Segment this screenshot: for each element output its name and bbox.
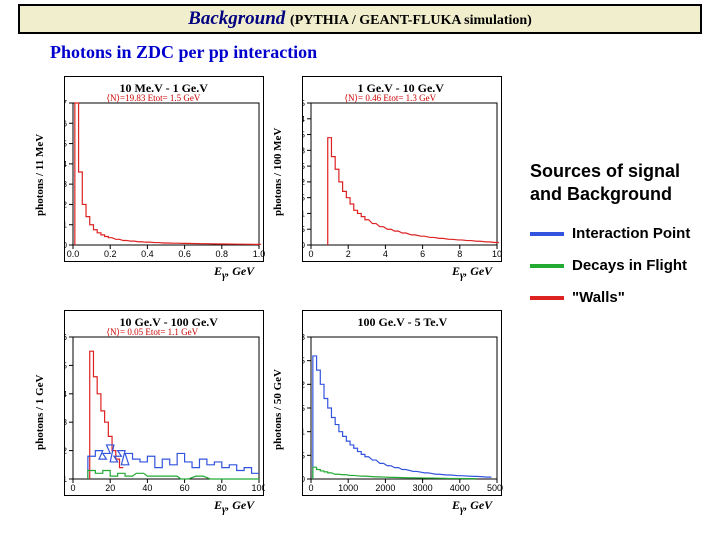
subtitle: Photons in ZDC per pp interaction [50, 42, 317, 63]
legend-swatch [530, 232, 564, 236]
svg-text:7: 7 [65, 99, 68, 108]
svg-text:3000: 3000 [413, 483, 433, 493]
plot-stat: ⟨N⟩= 0.46 Etot= 1.3 GeV [344, 93, 436, 104]
svg-text:6: 6 [65, 119, 68, 128]
svg-text:0.045: 0.045 [303, 99, 306, 108]
legend-title: Sources of signal and Background [530, 160, 710, 205]
legend-label: "Walls" [572, 289, 625, 307]
legend-row: Interaction Point [530, 225, 710, 243]
plot-stat: ⟨N⟩= 0.05 Etot= 1.1 GeV [106, 327, 198, 338]
chart-p0: 0.00.20.40.60.81.00123456710 Me.V - 1 Ge… [64, 76, 264, 262]
svg-text:0.2: 0.2 [104, 249, 117, 259]
title-banner: Background (PYTHIA / GEANT-FLUKA simulat… [18, 4, 702, 34]
svg-text:0.006: 0.006 [65, 333, 68, 342]
svg-text:100: 100 [251, 483, 265, 493]
svg-text:0.04: 0.04 [303, 115, 306, 124]
svg-text:10: 10 [492, 249, 502, 259]
svg-text:0.003: 0.003 [65, 418, 68, 427]
svg-text:80: 80 [217, 483, 227, 493]
svg-text:0: 0 [303, 475, 306, 484]
svg-text:0: 0 [308, 483, 313, 493]
svg-text:0: 0 [70, 483, 75, 493]
legend-label: Interaction Point [572, 225, 690, 243]
legend-label: Decays in Flight [572, 257, 687, 275]
legend-row: Decays in Flight [530, 257, 710, 275]
svg-text:0: 0 [303, 241, 306, 250]
svg-text:0.001: 0.001 [65, 475, 68, 484]
banner-main: Background [188, 8, 290, 29]
svg-text:0.005: 0.005 [303, 451, 306, 460]
svg-text:4: 4 [383, 249, 388, 259]
svg-text:0: 0 [308, 249, 313, 259]
svg-text:0.015: 0.015 [303, 404, 306, 413]
x-axis-label: Eγ, GeV [214, 264, 254, 281]
plot-title: 100 Ge.V - 5 Te.V [358, 315, 448, 330]
svg-text:0.01: 0.01 [303, 428, 306, 437]
svg-text:60: 60 [180, 483, 190, 493]
chart-p2: 0 20 40 60 80 100 0.001 0.002 0.003 0.004 0.005 0.0… [64, 310, 264, 496]
x-axis-label: Eγ, GeV [452, 498, 492, 515]
banner-text: Background (PYTHIA / GEANT-FLUKA simulat… [188, 8, 532, 30]
x-axis-label: Eγ, GeV [214, 498, 254, 515]
svg-text:5: 5 [65, 140, 68, 149]
banner-sub: (PYTHIA / GEANT-FLUKA simulation) [290, 13, 532, 28]
svg-text:0.02: 0.02 [303, 178, 306, 187]
y-axis-label: photons / 50 GeV [272, 369, 284, 450]
legend-items: Interaction Point Decays in Flight "Walls" [530, 225, 710, 307]
svg-text:0.6: 0.6 [178, 249, 191, 259]
svg-text:0.035: 0.035 [303, 131, 306, 140]
charts-grid: 0.00.20.40.60.81.00123456710 Me.V - 1 Ge… [20, 70, 510, 530]
svg-text:0.005: 0.005 [303, 225, 306, 234]
svg-text:4000: 4000 [450, 483, 470, 493]
chart-p1: 0 2 4 6 8 10 0 0.005 0.01 0.015 0.02 0.025 0.03 0.035… [302, 76, 502, 262]
svg-text:6: 6 [420, 249, 425, 259]
legend: Sources of signal and Background Interac… [530, 160, 710, 321]
svg-text:5000: 5000 [487, 483, 503, 493]
svg-text:0.002: 0.002 [65, 447, 68, 456]
svg-text:0.02: 0.02 [303, 380, 306, 389]
svg-text:8: 8 [457, 249, 462, 259]
svg-text:0.8: 0.8 [216, 249, 229, 259]
svg-text:20: 20 [105, 483, 115, 493]
svg-text:1: 1 [65, 221, 68, 230]
chart-p3: 0 1000 2000 3000 4000 5000 0 0.005 0.01 0.015 0.02… [302, 310, 502, 496]
y-axis-label: photons / 1 GeV [34, 374, 46, 450]
svg-text:1000: 1000 [338, 483, 358, 493]
svg-text:2: 2 [346, 249, 351, 259]
svg-text:0.4: 0.4 [141, 249, 154, 259]
svg-text:0.0: 0.0 [67, 249, 80, 259]
svg-text:40: 40 [142, 483, 152, 493]
svg-text:1.0: 1.0 [253, 249, 265, 259]
y-axis-label: photons / 11 MeV [34, 133, 46, 215]
legend-swatch [530, 296, 564, 300]
svg-text:0.005: 0.005 [65, 361, 68, 370]
legend-swatch [530, 264, 564, 268]
svg-text:0.004: 0.004 [65, 390, 68, 399]
svg-text:2000: 2000 [375, 483, 395, 493]
x-axis-label: Eγ, GeV [452, 264, 492, 281]
legend-row: "Walls" [530, 289, 710, 307]
plot-stat: ⟨N⟩=19.83 Etot= 1.5 GeV [106, 93, 200, 104]
svg-text:0.025: 0.025 [303, 162, 306, 171]
svg-text:0.03: 0.03 [303, 333, 306, 342]
svg-text:4: 4 [65, 160, 68, 169]
svg-text:0.03: 0.03 [303, 146, 306, 155]
svg-text:0.01: 0.01 [303, 209, 306, 218]
svg-text:3: 3 [65, 180, 68, 189]
svg-text:0.015: 0.015 [303, 194, 306, 203]
svg-text:2: 2 [65, 200, 68, 209]
svg-text:0.025: 0.025 [303, 357, 306, 366]
y-axis-label: photons / 100 MeV [272, 127, 284, 215]
